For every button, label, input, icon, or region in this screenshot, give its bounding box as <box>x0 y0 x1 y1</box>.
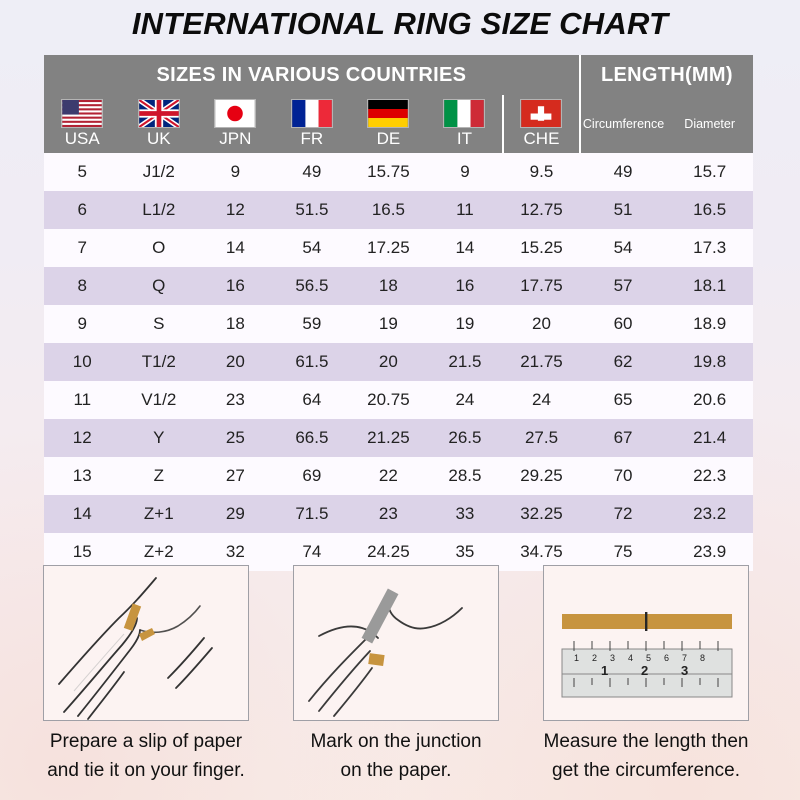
svg-text:1: 1 <box>574 653 579 663</box>
svg-text:3: 3 <box>610 653 615 663</box>
svg-text:1: 1 <box>601 663 608 678</box>
svg-text:2: 2 <box>641 663 648 678</box>
svg-text:4: 4 <box>628 653 633 663</box>
svg-text:7: 7 <box>682 653 687 663</box>
svg-text:8: 8 <box>700 653 705 663</box>
svg-text:3: 3 <box>681 663 688 678</box>
svg-text:2: 2 <box>592 653 597 663</box>
svg-text:5: 5 <box>646 653 651 663</box>
svg-text:6: 6 <box>664 653 669 663</box>
